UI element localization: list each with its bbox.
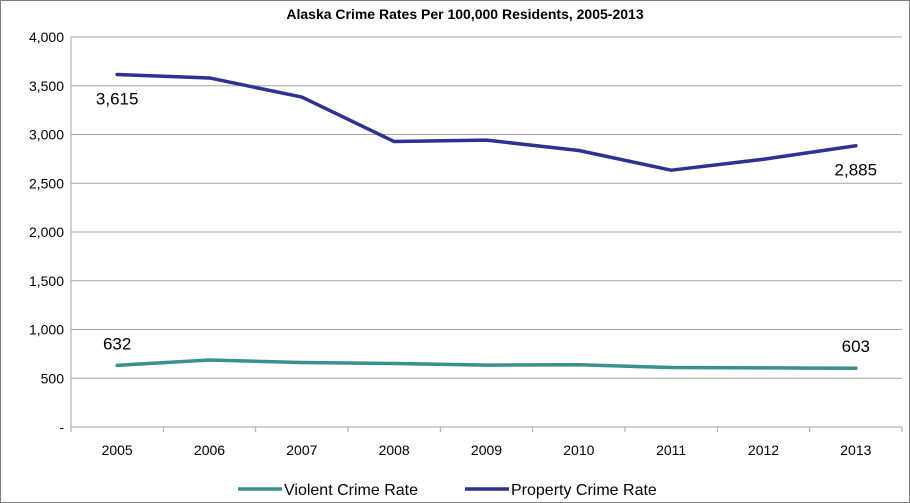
data-point	[300, 360, 304, 365]
y-tick-label: 3,500	[29, 78, 64, 94]
data-point	[669, 365, 673, 370]
y-tick-label: -	[59, 419, 64, 435]
data-point	[392, 361, 396, 366]
data-point	[761, 157, 766, 161]
data-point	[115, 363, 119, 367]
legend-label: Property Crime Rate	[511, 482, 657, 499]
data-point	[854, 144, 858, 148]
data-label: 3,615	[96, 90, 139, 109]
data-point	[484, 363, 489, 367]
legend-label: Violent Crime Rate	[284, 482, 418, 499]
axes: - 500 1,000 1,500 2,000 2,500 3,000 3,500 4,000 2…	[29, 29, 903, 458]
x-tick-label: 2007	[286, 442, 317, 458]
data-label: 632	[103, 334, 131, 353]
data-point	[761, 366, 766, 370]
data-point	[669, 168, 673, 172]
y-tick-label: 500	[41, 370, 65, 386]
data-point	[115, 72, 119, 77]
data-point	[577, 363, 581, 367]
data-point	[484, 138, 489, 142]
chart-title: Alaska Crime Rates Per 100,000 Residents…	[286, 6, 643, 22]
y-tick-label: 1,500	[29, 273, 64, 289]
legend: Violent Crime Rate Property Crime Rate	[238, 482, 657, 499]
y-tick-label: 4,000	[29, 29, 64, 45]
data-labels: 632 603 3,615 2,885	[96, 90, 877, 357]
y-tick-label: 2,000	[29, 224, 64, 240]
series	[115, 72, 858, 370]
data-label: 603	[842, 337, 870, 356]
data-point	[854, 366, 858, 370]
legend-item: Property Crime Rate	[465, 482, 657, 499]
x-tick-label: 2008	[379, 442, 410, 458]
data-point	[577, 148, 581, 153]
grid	[71, 36, 902, 379]
data-point	[207, 76, 212, 80]
data-point	[300, 95, 304, 99]
x-tick-label: 2013	[840, 442, 871, 458]
x-tick-label: 2006	[194, 442, 225, 458]
x-tick-label: 2011	[656, 442, 686, 458]
legend-item: Violent Crime Rate	[238, 482, 418, 499]
y-tick-label: 2,500	[29, 175, 64, 191]
x-tick-label: 2005	[102, 442, 133, 458]
x-tick-label: 2010	[563, 442, 594, 458]
y-tick-label: 3,000	[29, 127, 64, 143]
x-tick-label: 2012	[748, 442, 779, 458]
data-label: 2,885	[835, 161, 878, 180]
data-point	[392, 139, 396, 144]
data-point	[207, 358, 212, 362]
y-tick-label: 1,000	[29, 322, 64, 338]
x-tick-label: 2009	[471, 442, 502, 458]
